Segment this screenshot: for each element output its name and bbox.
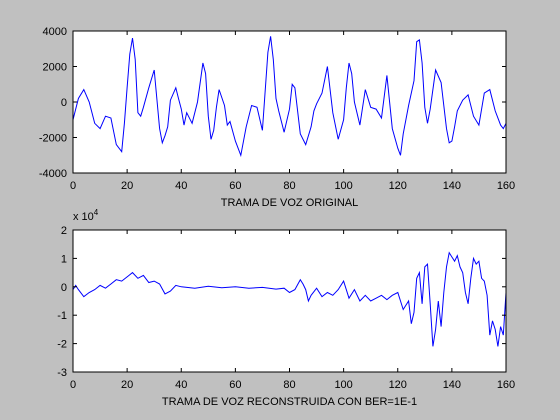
x-tick-label: 160	[497, 379, 515, 391]
x-tick-label: 140	[443, 180, 461, 192]
x-tick-label: 120	[389, 379, 407, 391]
x-tick-label: 100	[334, 180, 352, 192]
top-chart-panel: 0 20 40 60 80 100 120 140 160 -4000 -2000 0 2000 4000…	[39, 26, 515, 209]
bottom-chart-panel: 0 20 40 60 80 100 120 140 160 -3 -2 -1 0 1 2 x 104 TRA…	[57, 208, 515, 408]
bottom-axes-background	[73, 230, 506, 372]
x-tick-label: 40	[175, 379, 187, 391]
exponent-base: x 10	[73, 211, 94, 223]
y-tick-label: 0	[61, 282, 67, 294]
x-tick-label: 0	[70, 379, 76, 391]
x-tick-label: 20	[121, 379, 133, 391]
y-tick-label: 1	[61, 253, 67, 265]
x-tick-label: 60	[229, 180, 241, 192]
x-tick-label: 80	[283, 379, 295, 391]
y-tick-label: 2000	[43, 62, 67, 74]
top-plot-area	[72, 36, 507, 158]
x-tick-label: 80	[283, 180, 295, 192]
top-axis-ticks: 0 20 40 60 80 100 120 140 160 -4000 -2000 0 2000 4000	[39, 26, 515, 192]
x-tick-label: 160	[497, 180, 515, 192]
y-tick-label: 4000	[43, 26, 67, 38]
bottom-axis-ticks: 0 20 40 60 80 100 120 140 160 -3 -2 -1 0 1 2	[57, 225, 515, 391]
y-tick-label: -4000	[39, 168, 67, 180]
bottom-y-axis-exponent: x 104	[73, 208, 99, 223]
series-line-0	[72, 36, 507, 158]
exponent-power: 4	[94, 208, 99, 217]
y-tick-label: -2	[57, 339, 67, 351]
y-tick-label: 2	[61, 225, 67, 237]
series-line-0	[72, 251, 507, 347]
bottom-plot-area	[72, 251, 507, 347]
y-tick-label: 0	[61, 97, 67, 109]
x-tick-label: 60	[229, 379, 241, 391]
x-tick-label: 20	[121, 180, 133, 192]
x-tick-label: 40	[175, 180, 187, 192]
x-tick-label: 120	[389, 180, 407, 192]
y-tick-label: -2000	[39, 133, 67, 145]
y-tick-label: -3	[57, 367, 67, 379]
top-x-axis-label: TRAMA DE VOZ ORIGINAL	[221, 197, 359, 209]
x-tick-label: 140	[443, 379, 461, 391]
x-tick-label: 100	[334, 379, 352, 391]
top-axes-background	[73, 31, 506, 173]
x-tick-label: 0	[70, 180, 76, 192]
y-tick-label: -1	[57, 310, 67, 322]
bottom-x-axis-label: TRAMA DE VOZ RECONSTRUIDA CON BER=1E-1	[162, 396, 417, 408]
